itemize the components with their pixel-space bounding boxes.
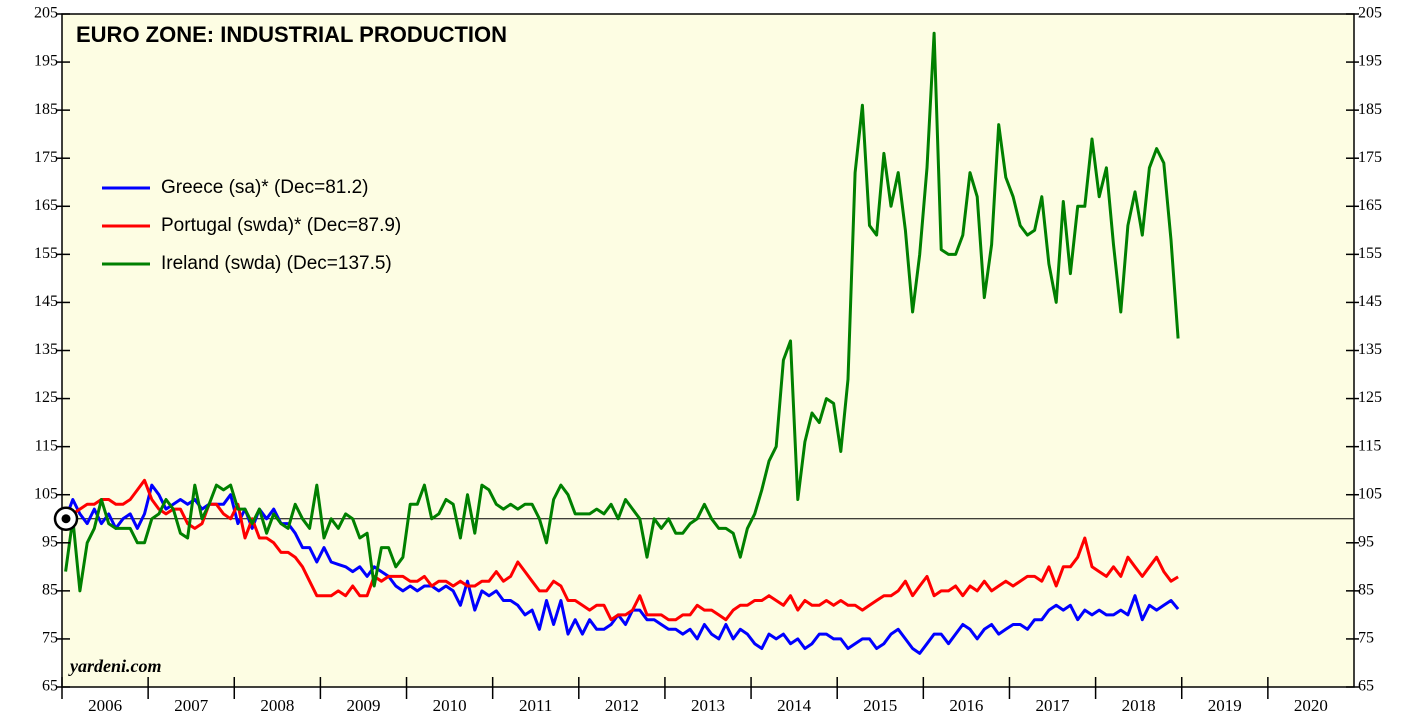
plot-layer (62, 31, 1354, 655)
x-tick-label: 2012 (605, 696, 639, 715)
y-tick-label-right: 195 (1358, 53, 1382, 70)
y-tick-label: 135 (34, 341, 58, 358)
x-tick-label: 2008 (260, 696, 294, 715)
x-tick-label: 2011 (519, 696, 552, 715)
y-tick-label-right: 185 (1358, 101, 1382, 118)
x-tick-label: 2015 (863, 696, 897, 715)
y-tick-label-right: 205 (1358, 5, 1382, 22)
y-tick-label: 115 (35, 437, 58, 454)
x-tick-label: 2017 (1036, 696, 1071, 715)
y-tick-label: 105 (34, 485, 58, 502)
y-tick-label: 75 (42, 630, 58, 647)
x-tick-label: 2016 (949, 696, 983, 715)
y-tick-label-right: 125 (1358, 389, 1382, 406)
y-tick-label: 145 (34, 293, 58, 310)
y-tick-label-right: 105 (1358, 485, 1382, 502)
x-tick-label: 2010 (433, 696, 467, 715)
reference-marker-dot (61, 514, 71, 524)
y-tick-label: 65 (42, 678, 58, 695)
y-tick-label-right: 65 (1358, 678, 1374, 695)
y-tick-label: 165 (34, 197, 58, 214)
x-tick-label: 2018 (1122, 696, 1156, 715)
y-tick-label-right: 175 (1358, 149, 1382, 166)
watermark: yardeni.com (68, 656, 162, 676)
x-tick-label: 2020 (1294, 696, 1328, 715)
legend-label: Greece (sa)* (Dec=81.2) (161, 177, 369, 198)
x-tick-label: 2006 (88, 696, 122, 715)
plot-background (62, 14, 1354, 687)
legend-label: Ireland (swda) (Dec=137.5) (161, 253, 392, 274)
y-tick-label-right: 135 (1358, 341, 1382, 358)
x-tick-label: 2019 (1208, 696, 1242, 715)
series-line (64, 31, 1180, 593)
y-tick-label: 185 (34, 101, 58, 118)
y-tick-label: 85 (42, 582, 58, 599)
y-tick-label: 195 (34, 53, 58, 70)
chart-title: EURO ZONE: INDUSTRIAL PRODUCTION (76, 22, 507, 47)
y-tick-label: 175 (34, 149, 58, 166)
legend-label: Portugal (swda)* (Dec=87.9) (161, 215, 401, 236)
y-tick-label-right: 115 (1358, 437, 1381, 454)
x-tick-label: 2014 (777, 696, 812, 715)
y-tick-label: 95 (42, 533, 58, 550)
x-tick-label: 2009 (346, 696, 380, 715)
y-tick-label-right: 145 (1358, 293, 1382, 310)
y-tick-label-right: 75 (1358, 630, 1374, 647)
y-tick-label-right: 165 (1358, 197, 1382, 214)
y-tick-label: 155 (34, 245, 58, 262)
x-tick-label: 2007 (174, 696, 209, 715)
x-tick-label: 2013 (691, 696, 725, 715)
y-tick-label-right: 155 (1358, 245, 1382, 262)
y-tick-label: 125 (34, 389, 58, 406)
y-tick-label-right: 85 (1358, 582, 1374, 599)
y-tick-label: 205 (34, 5, 58, 22)
y-tick-label-right: 95 (1358, 533, 1374, 550)
